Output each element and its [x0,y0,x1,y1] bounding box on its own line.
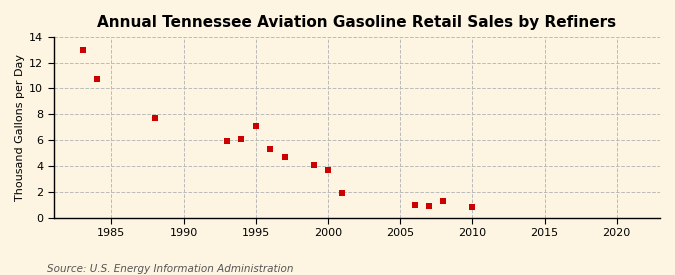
Point [250,124,261,128]
Point [409,202,420,207]
Point [265,147,275,151]
Point [323,167,333,172]
Title: Annual Tennessee Aviation Gasoline Retail Sales by Refiners: Annual Tennessee Aviation Gasoline Retai… [97,15,616,30]
Y-axis label: Thousand Gallons per Day: Thousand Gallons per Day [15,54,25,201]
Point [149,116,160,120]
Point [308,163,319,167]
Point [221,139,232,144]
Point [279,155,290,159]
Point [236,137,247,141]
Point [337,191,348,195]
Point [92,77,103,82]
Point [438,199,449,203]
Point [424,204,435,208]
Point [467,205,478,210]
Point [77,48,88,52]
Text: Source: U.S. Energy Information Administration: Source: U.S. Energy Information Administ… [47,264,294,274]
